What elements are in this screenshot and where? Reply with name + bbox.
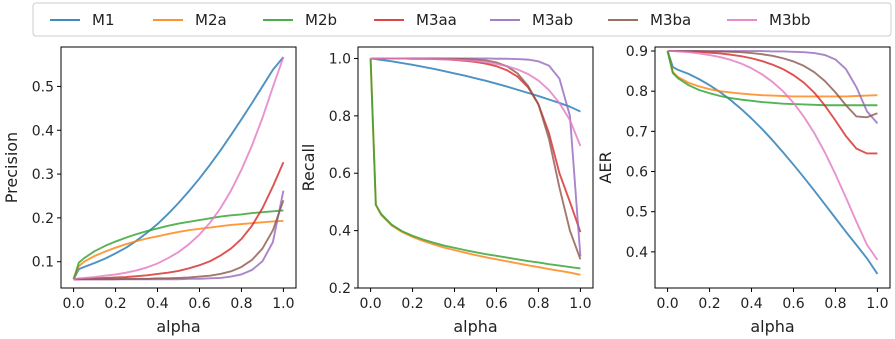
y-tick-label: 0.5 xyxy=(626,205,648,221)
legend-label: M2b xyxy=(305,11,337,29)
x-tick-label: 1.0 xyxy=(866,296,888,312)
chart-panel-precision: 0.0 0.2 0.4 0.6 0.8 1.0 0.1 0.2 0.3 0.4 0.5 alpha Pr… xyxy=(2,46,297,336)
series-line-m3bb xyxy=(667,50,879,261)
legend-entry: M3aa xyxy=(374,11,457,29)
legend-label: M2a xyxy=(195,11,227,29)
x-tick-label: 0.6 xyxy=(485,296,507,312)
series-line-m3ba xyxy=(667,50,878,119)
y-tick-label: 0.1 xyxy=(32,255,54,271)
y-tick-label: 0.3 xyxy=(32,167,54,183)
legend-entry: M2a xyxy=(153,11,227,29)
chart-panel-recall: 0.0 0.2 0.4 0.6 0.8 1.0 0.2 0.4 0.6 0.8 1.0 alpha Re… xyxy=(299,46,594,336)
y-tick-label: 0.4 xyxy=(32,123,54,139)
legend-label: M3aa xyxy=(416,11,457,29)
y-tick-label: 0.8 xyxy=(626,84,648,100)
y-tick-label: 1.0 xyxy=(329,51,351,67)
y-tick-label: 0.9 xyxy=(626,44,648,60)
series-line-m3bb xyxy=(73,56,285,281)
y-tick-label: 0.6 xyxy=(329,166,351,182)
x-axis-label: alpha xyxy=(750,317,794,336)
y-tick-label: 0.8 xyxy=(329,109,351,125)
legend-entry: M1 xyxy=(50,11,115,29)
x-tick-label: 0.6 xyxy=(188,296,210,312)
series-line-m1 xyxy=(370,57,581,113)
series-line-m3ba xyxy=(370,57,582,260)
x-axis-label: alpha xyxy=(453,317,497,336)
x-tick-label: 0.6 xyxy=(782,296,804,312)
legend: M1 M2a M2b M3aa M3ab M3ba M3bb xyxy=(32,2,892,37)
legend-label: M3bb xyxy=(769,11,811,29)
series-line-m2b xyxy=(666,50,878,107)
y-tick-label: 0.4 xyxy=(329,224,351,240)
series-line-m3ba xyxy=(73,200,285,281)
legend-entry: M3ab xyxy=(490,11,573,29)
y-axis-label: Precision xyxy=(2,132,21,203)
x-axis-label: alpha xyxy=(156,317,200,336)
plot-frame xyxy=(357,46,594,289)
x-tick-label: 0.8 xyxy=(824,296,846,312)
series-group xyxy=(369,57,582,276)
x-tick-label: 0.0 xyxy=(359,296,381,312)
series-line-m1 xyxy=(72,56,285,280)
x-tick-label: 0.0 xyxy=(62,296,84,312)
series-line-m2b xyxy=(369,58,581,270)
series-line-m2b xyxy=(72,209,284,280)
y-tick-label: 0.7 xyxy=(626,124,648,140)
y-tick-label: 0.2 xyxy=(329,281,351,297)
x-tick-label: 0.8 xyxy=(527,296,549,312)
y-tick-label: 0.6 xyxy=(626,165,648,181)
series-line-m2a xyxy=(72,220,284,280)
series-line-m1 xyxy=(666,50,879,275)
y-tick-label: 0.4 xyxy=(626,245,648,261)
series-line-m3aa xyxy=(73,161,285,281)
y-tick-label: 0.2 xyxy=(32,211,54,227)
legend-frame xyxy=(32,2,892,37)
series-line-m2a xyxy=(666,50,878,98)
legend-entry: M3bb xyxy=(727,11,811,29)
legend-label: M3ba xyxy=(650,11,691,29)
x-tick-label: 0.2 xyxy=(698,296,720,312)
legend-label: M3ab xyxy=(532,11,573,29)
x-tick-label: 1.0 xyxy=(272,296,294,312)
x-tick-label: 0.4 xyxy=(146,296,168,312)
series-line-m3ab xyxy=(370,57,582,257)
y-tick-label: 0.5 xyxy=(32,79,54,95)
plot-frame xyxy=(60,46,297,289)
x-tick-label: 0.8 xyxy=(230,296,252,312)
series-group xyxy=(72,56,285,281)
legend-entry: M3ba xyxy=(608,11,691,29)
x-tick-label: 0.4 xyxy=(740,296,762,312)
series-line-m3bb xyxy=(370,57,582,147)
chart-panel-aer: 0.0 0.2 0.4 0.6 0.8 1.0 0.4 0.5 0.6 0.7 0.8 0.9 alph… xyxy=(596,44,891,336)
x-tick-label: 0.0 xyxy=(656,296,678,312)
legend-label: M1 xyxy=(92,11,115,29)
x-tick-label: 1.0 xyxy=(569,296,591,312)
plot-frame xyxy=(654,46,891,289)
x-tick-label: 0.2 xyxy=(104,296,126,312)
y-axis-label: AER xyxy=(596,151,615,183)
y-axis-label: Recall xyxy=(299,144,318,192)
x-tick-label: 0.2 xyxy=(401,296,423,312)
panels: 0.0 0.2 0.4 0.6 0.8 1.0 0.1 0.2 0.3 0.4 0.5 alpha Pr… xyxy=(2,44,891,336)
series-line-m3aa xyxy=(370,57,582,233)
x-tick-label: 0.4 xyxy=(443,296,465,312)
legend-entry: M2b xyxy=(263,11,337,29)
series-group xyxy=(666,50,879,275)
